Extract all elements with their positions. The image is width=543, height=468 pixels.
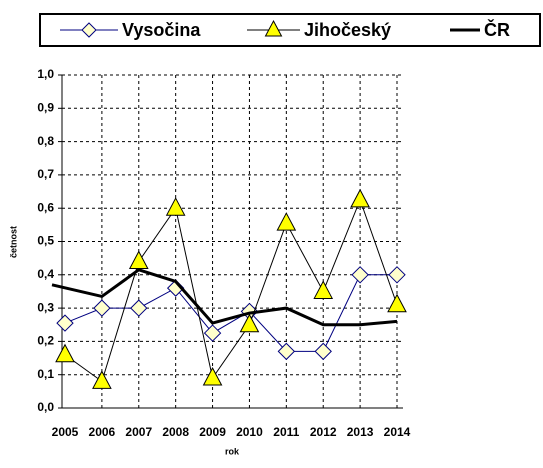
- x-tick-label: 2011: [273, 425, 299, 439]
- marker: [165, 197, 186, 216]
- y-tick-label: 0,0: [37, 400, 54, 414]
- x-tick-label: 2006: [89, 425, 116, 439]
- marker: [350, 188, 370, 208]
- marker: [92, 370, 112, 389]
- marker: [202, 366, 223, 386]
- x-tick-label: 2005: [52, 425, 79, 439]
- legend-label: Vysočina: [122, 20, 201, 40]
- marker: [56, 314, 74, 332]
- x-tick-label: 2009: [199, 425, 226, 439]
- series-line: [51, 268, 398, 327]
- legend-label: ČR: [484, 19, 510, 40]
- marker: [130, 299, 148, 317]
- x-axis-label: rok: [225, 446, 240, 456]
- marker: [93, 299, 111, 317]
- y-tick-label: 0,8: [37, 134, 54, 148]
- y-tick-label: 0,9: [37, 100, 54, 114]
- marker: [128, 250, 149, 269]
- x-tick-label: 2007: [125, 425, 152, 439]
- x-tick-label: 2008: [162, 425, 189, 439]
- marker: [387, 293, 407, 313]
- x-tick-label: 2012: [310, 425, 337, 439]
- x-tick-label: 2013: [347, 425, 374, 439]
- legend-marker: [81, 22, 97, 38]
- y-tick-label: 0,5: [37, 234, 54, 248]
- x-tick-label: 2010: [236, 425, 263, 439]
- x-tick-label: 2014: [384, 425, 411, 439]
- legend-label: Jihočeský: [304, 20, 391, 40]
- marker: [277, 342, 296, 361]
- y-tick-label: 0,3: [37, 300, 54, 314]
- marker: [203, 324, 222, 342]
- marker: [313, 280, 334, 299]
- y-tick-label: 0,2: [37, 334, 54, 348]
- marker: [351, 266, 369, 284]
- marker: [314, 342, 332, 361]
- marker: [388, 266, 406, 284]
- series-line: [64, 274, 397, 352]
- y-tick-label: 0,4: [37, 267, 54, 281]
- marker: [239, 313, 260, 333]
- y-tick-label: 1,0: [37, 67, 54, 81]
- y-tick-label: 0,1: [37, 367, 54, 381]
- marker: [55, 343, 75, 363]
- series-line: [64, 198, 398, 383]
- y-tick-label: 0,6: [37, 200, 54, 214]
- legend-marker: [264, 19, 283, 37]
- y-tick-label: 0,7: [37, 167, 54, 181]
- marker: [276, 212, 297, 231]
- y-axis-label: četnost: [8, 226, 18, 258]
